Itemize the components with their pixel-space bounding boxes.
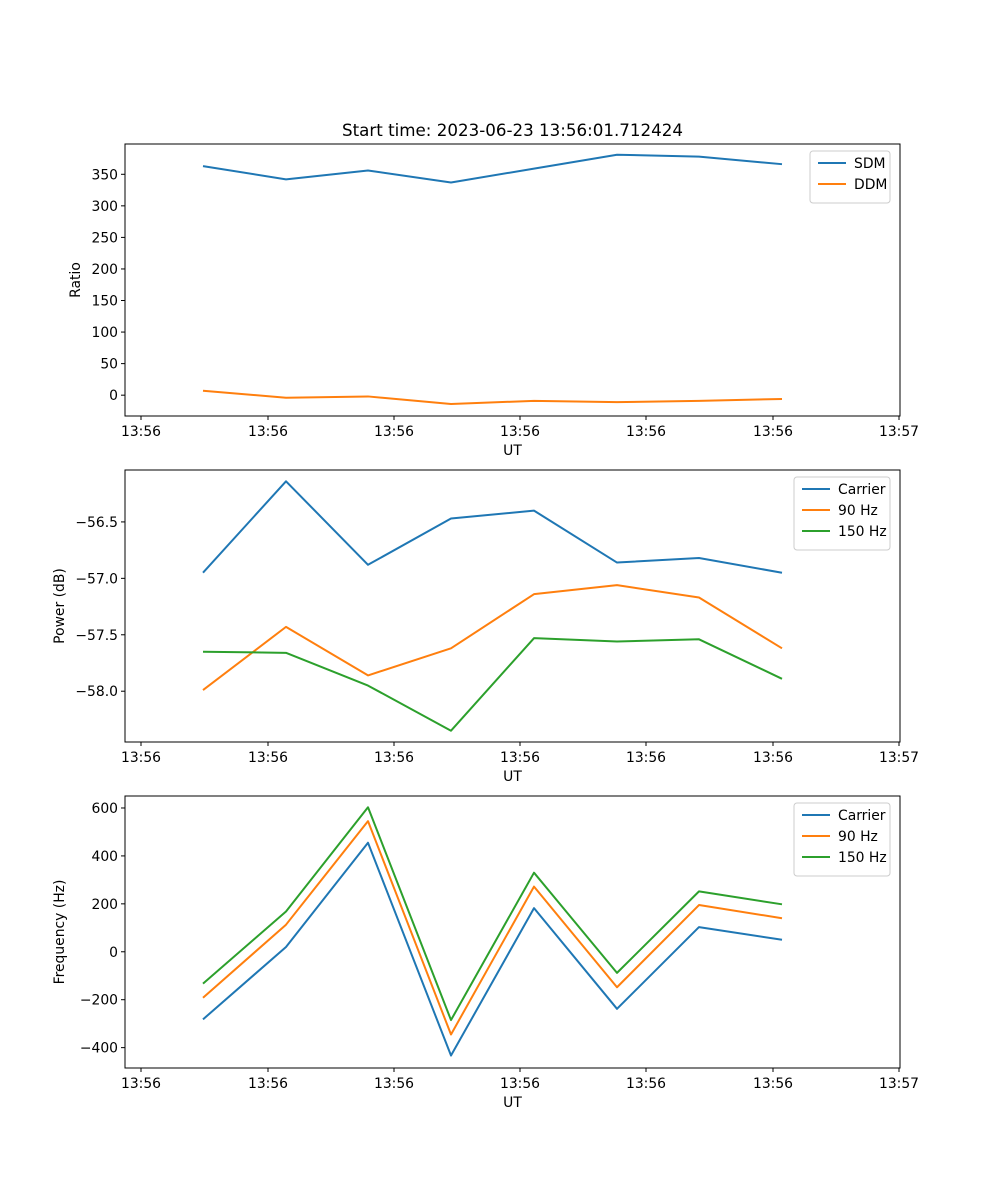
- series-line-90-hz: [202, 584, 783, 691]
- y-tick-label: 200: [91, 897, 118, 913]
- x-tick-label: 13:56: [121, 750, 161, 766]
- legend-label: 150 Hz: [838, 524, 887, 540]
- x-tick-label: 13:56: [374, 1076, 414, 1092]
- x-tick-label: 13:56: [248, 1076, 288, 1092]
- series-line-90-hz: [202, 820, 783, 1036]
- x-tick-label: 13:57: [879, 750, 919, 766]
- y-tick-label: 0: [109, 388, 118, 404]
- legend-label: 90 Hz: [838, 503, 878, 519]
- legend-label: 150 Hz: [838, 850, 887, 866]
- y-tick-label: 0: [109, 945, 118, 961]
- legend: Carrier 90 Hz 150 Hz: [793, 476, 891, 551]
- y-tick-label: 250: [91, 230, 118, 246]
- y-tick-label: 50: [100, 357, 118, 373]
- x-axis-label: UT: [503, 769, 522, 785]
- y-tick-label: 350: [91, 167, 118, 183]
- series-line-carrier: [202, 480, 783, 574]
- x-tick-label: 13:56: [500, 424, 540, 440]
- series-line-150-hz: [202, 637, 783, 732]
- legend-label: Carrier: [838, 482, 886, 498]
- x-tick-label: 13:56: [121, 1076, 161, 1092]
- y-tick-label: 300: [91, 199, 118, 215]
- axes-frame: [124, 143, 901, 417]
- x-axis-label: UT: [503, 443, 522, 459]
- series-line-150-hz: [202, 806, 783, 1022]
- legend: Carrier 90 Hz 150 Hz: [793, 802, 891, 877]
- y-axis-label: Ratio: [68, 262, 84, 298]
- y-axis-label: Frequency (Hz): [52, 880, 68, 985]
- y-tick-label: 100: [91, 325, 118, 341]
- y-tick-label: −58.0: [75, 684, 118, 700]
- y-tick-label: −200: [80, 993, 118, 1009]
- x-tick-label: 13:56: [626, 750, 666, 766]
- x-tick-label: 13:56: [374, 750, 414, 766]
- series-line-sdm: [202, 153, 783, 184]
- axes-frame: [124, 469, 901, 743]
- x-tick-label: 13:56: [753, 1076, 793, 1092]
- legend: SDM DDM: [809, 150, 891, 204]
- series-line-ddm: [202, 389, 783, 406]
- chart-title: Start time: 2023-06-23 13:56:01.712424: [342, 120, 683, 140]
- legend-label: SDM: [854, 156, 886, 172]
- y-tick-label: −400: [80, 1041, 118, 1057]
- y-tick-label: 600: [91, 801, 118, 817]
- y-tick-label: −56.5: [75, 515, 118, 531]
- y-tick-label: 150: [91, 294, 118, 310]
- x-tick-label: 13:56: [500, 1076, 540, 1092]
- x-tick-label: 13:56: [753, 750, 793, 766]
- x-tick-label: 13:56: [626, 424, 666, 440]
- y-tick-label: 400: [91, 849, 118, 865]
- subplot-1: Start time: 2023-06-23 13:56:01.712424 0 5…: [68, 120, 919, 459]
- x-axis-label: UT: [503, 1095, 522, 1111]
- y-axis-label: Power (dB): [52, 568, 68, 644]
- subplot-2: −58.0 −57.5 −57.0 −56.5 13:56 13:56 13:56 13:56…: [52, 469, 919, 785]
- x-tick-label: 13:56: [753, 424, 793, 440]
- x-tick-label: 13:56: [374, 424, 414, 440]
- legend-label: DDM: [854, 177, 887, 193]
- x-tick-label: 13:56: [500, 750, 540, 766]
- x-tick-label: 13:56: [248, 424, 288, 440]
- x-tick-label: 13:56: [248, 750, 288, 766]
- series-line-carrier: [202, 841, 783, 1057]
- y-tick-label: −57.0: [75, 571, 118, 587]
- x-tick-label: 13:56: [626, 1076, 666, 1092]
- subplot-3: −400 −200 0 200 400 600 13:56 13:56 13:56 13:56 13…: [52, 795, 919, 1111]
- y-tick-label: −57.5: [75, 628, 118, 644]
- axes-frame: [124, 795, 901, 1069]
- legend-label: Carrier: [838, 808, 886, 824]
- y-tick-label: 200: [91, 262, 118, 278]
- x-tick-label: 13:56: [121, 424, 161, 440]
- x-tick-label: 13:57: [879, 424, 919, 440]
- x-tick-label: 13:57: [879, 1076, 919, 1092]
- legend-label: 90 Hz: [838, 829, 878, 845]
